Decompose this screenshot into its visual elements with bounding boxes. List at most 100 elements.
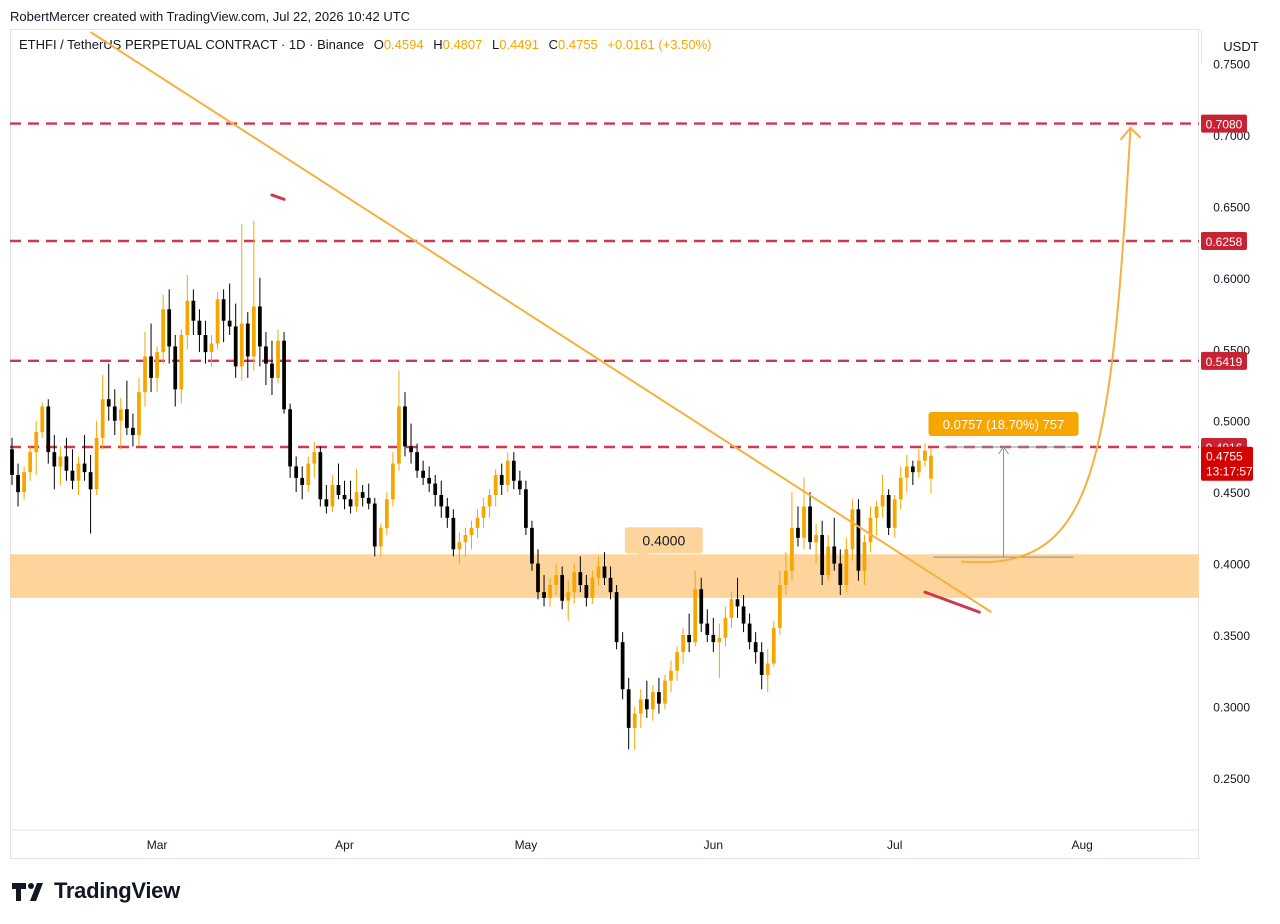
y-axis-tick-label: 0.6500 (1213, 200, 1250, 214)
candle-up (826, 546, 831, 575)
candle-down (300, 477, 305, 485)
candle-down (657, 692, 661, 704)
candle-up (22, 472, 26, 493)
candle-up (100, 399, 105, 438)
y-axis-tick-label: 0.5000 (1213, 415, 1250, 429)
y-axis-tick-label: 0.3500 (1213, 629, 1250, 643)
candle-up (850, 509, 855, 550)
x-axis-tick-label: May (515, 838, 538, 852)
candle-down (348, 499, 353, 507)
candle-up (312, 452, 317, 464)
candle-down (832, 546, 837, 564)
candle-up (638, 699, 643, 714)
candle-down (796, 527, 800, 538)
candle-down (517, 480, 522, 490)
candle-down (699, 589, 704, 624)
candle-down (191, 300, 196, 321)
candle-down (499, 475, 504, 485)
price-unit-label[interactable]: USDT (1201, 30, 1280, 64)
candle-up (566, 592, 571, 601)
candle-up (40, 406, 45, 433)
tradingview-logo-icon (12, 883, 43, 901)
candle-up (505, 460, 510, 485)
candle-down (270, 363, 274, 378)
candle-down (88, 472, 93, 490)
y-axis-tick-label: 0.6000 (1213, 272, 1250, 286)
divergence-mark (923, 590, 981, 614)
candle-down (711, 635, 716, 643)
candle-down (451, 517, 456, 550)
candle-down (131, 427, 135, 435)
y-axis-tick-label: 0.2500 (1213, 772, 1250, 786)
candle-down (536, 563, 540, 593)
candle-down (542, 592, 546, 598)
candle-down (644, 699, 649, 710)
candle-down (336, 485, 341, 495)
candle-up (880, 495, 885, 507)
x-axis-tick-label: Aug (1071, 838, 1092, 852)
candle-down (608, 577, 613, 593)
zone-label: 0.4000 (642, 532, 685, 548)
candle-up (898, 477, 903, 500)
level-price-tag (1201, 232, 1247, 250)
candle-up (161, 309, 166, 353)
x-axis-tick-label: Jul (887, 838, 902, 852)
candle-up (548, 585, 552, 598)
candle-up (94, 437, 99, 490)
candle-up (862, 542, 867, 571)
candle-up (814, 535, 818, 543)
candle-up (58, 456, 63, 467)
candle-up (723, 617, 728, 638)
candle-down (753, 642, 758, 653)
candle-up (354, 492, 359, 507)
candle-down (747, 623, 752, 643)
descending-trendline (90, 31, 992, 613)
low-value: 0.4491 (499, 37, 539, 52)
candle-down (264, 346, 268, 364)
candle-up (397, 406, 401, 464)
candle-up (391, 463, 395, 500)
candle-down (910, 466, 915, 473)
candle-up (596, 566, 601, 578)
candle-up (137, 392, 141, 435)
candle-down (439, 495, 444, 507)
candle-up (693, 589, 698, 643)
chart-credit: RobertMercer created with TradingView.co… (10, 9, 411, 24)
close-label: C (548, 37, 559, 52)
candle-down (106, 399, 111, 407)
candle-up (681, 635, 685, 653)
candle-down (318, 452, 323, 500)
y-axis-tick-label: 0.4000 (1213, 558, 1250, 572)
candle-up (143, 356, 147, 393)
candle-up (717, 637, 722, 643)
candle-down (294, 466, 299, 478)
candle-down (409, 446, 413, 453)
candle-down (808, 506, 812, 543)
candle-down (52, 452, 57, 467)
candle-down (741, 606, 746, 624)
candle-up (632, 713, 637, 728)
candle-up (765, 663, 770, 675)
candle-up (554, 575, 559, 585)
divergence-mark (270, 193, 286, 201)
candle-down (221, 299, 226, 321)
candle-up (28, 452, 33, 473)
candle-up (874, 506, 879, 518)
level-price-tag-label: 0.6258 (1206, 235, 1243, 249)
candle-down (415, 452, 419, 471)
countdown-label: 13:17:57 (1206, 465, 1253, 479)
tradingview-brand[interactable]: TradingView (12, 878, 180, 904)
candle-down (167, 309, 172, 347)
candle-up (330, 485, 335, 507)
candle-down (282, 340, 286, 410)
zone-label-pointer (626, 551, 653, 567)
candle-down (324, 499, 329, 507)
candle-down (288, 409, 292, 467)
x-axis-tick-label: Mar (147, 838, 168, 852)
zone-label-box (624, 527, 703, 554)
candle-up (179, 335, 184, 390)
candle-up (844, 549, 849, 585)
candle-up (802, 506, 806, 538)
candle-down (433, 483, 438, 495)
